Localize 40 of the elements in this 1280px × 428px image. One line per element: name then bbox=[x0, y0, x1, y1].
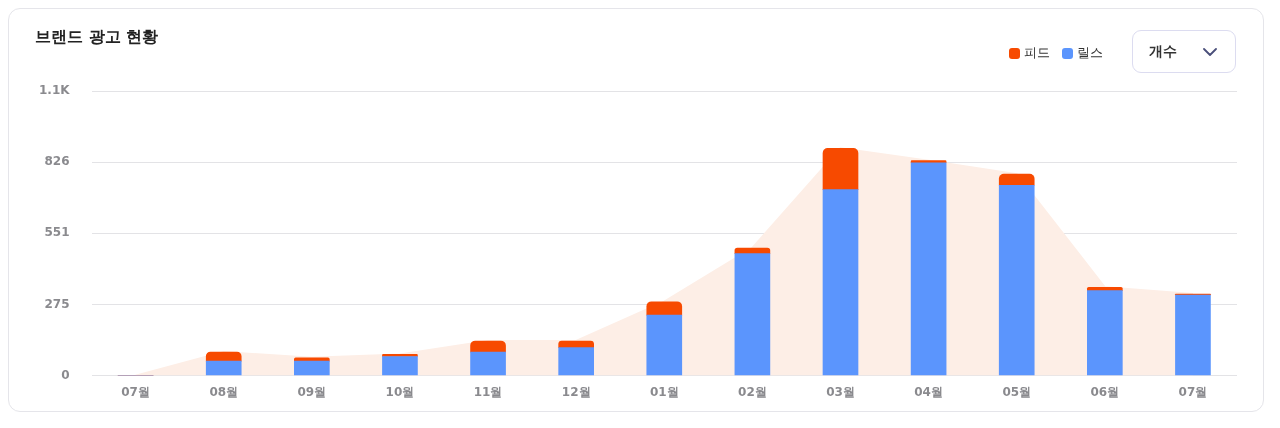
bar bbox=[822, 189, 859, 376]
x-tick-label: 12월 bbox=[561, 384, 591, 399]
bar bbox=[998, 173, 1035, 186]
y-tick-label: 1.1K bbox=[38, 83, 71, 98]
y-tick-label: 0 bbox=[61, 367, 70, 382]
bar bbox=[205, 351, 242, 362]
bar bbox=[646, 314, 683, 376]
bar bbox=[734, 253, 771, 376]
x-tick-label: 02월 bbox=[738, 384, 767, 399]
bar bbox=[1175, 294, 1211, 376]
bar bbox=[470, 351, 506, 376]
x-tick-label: 11월 bbox=[473, 384, 503, 399]
x-tick-label: 08월 bbox=[209, 384, 239, 399]
dropdown: 개수 bbox=[1132, 30, 1236, 73]
x-tick-label: 05월 bbox=[1002, 384, 1032, 399]
x-tick-label: 03월 bbox=[826, 384, 855, 399]
chart-title: 브랜드 광고 현황 bbox=[35, 27, 159, 48]
bar bbox=[998, 184, 1035, 376]
x-tick-label: 01월 bbox=[649, 384, 679, 399]
bar bbox=[822, 147, 859, 190]
legend-label: 릴스 bbox=[1077, 44, 1103, 62]
bar bbox=[910, 162, 947, 376]
legend-label: 피드 bbox=[1024, 44, 1050, 62]
y-tick-label: 551 bbox=[44, 225, 70, 240]
bar bbox=[470, 340, 506, 353]
x-tick-label: 07월 bbox=[1178, 384, 1208, 399]
x-tick-label: 10월 bbox=[385, 384, 415, 399]
bar bbox=[646, 301, 683, 316]
y-tick-label: 826 bbox=[44, 154, 70, 169]
bar bbox=[294, 357, 330, 362]
bar bbox=[558, 347, 594, 376]
x-tick-label: 07월 bbox=[121, 384, 150, 399]
bar bbox=[294, 360, 330, 376]
y-tick-label: 275 bbox=[44, 296, 70, 311]
x-tick-label: 06월 bbox=[1090, 384, 1120, 399]
x-tick-label: 09월 bbox=[297, 384, 327, 399]
bar bbox=[1087, 290, 1123, 376]
bar bbox=[205, 360, 242, 376]
x-tick-label: 04월 bbox=[914, 384, 943, 399]
bar bbox=[382, 356, 418, 376]
